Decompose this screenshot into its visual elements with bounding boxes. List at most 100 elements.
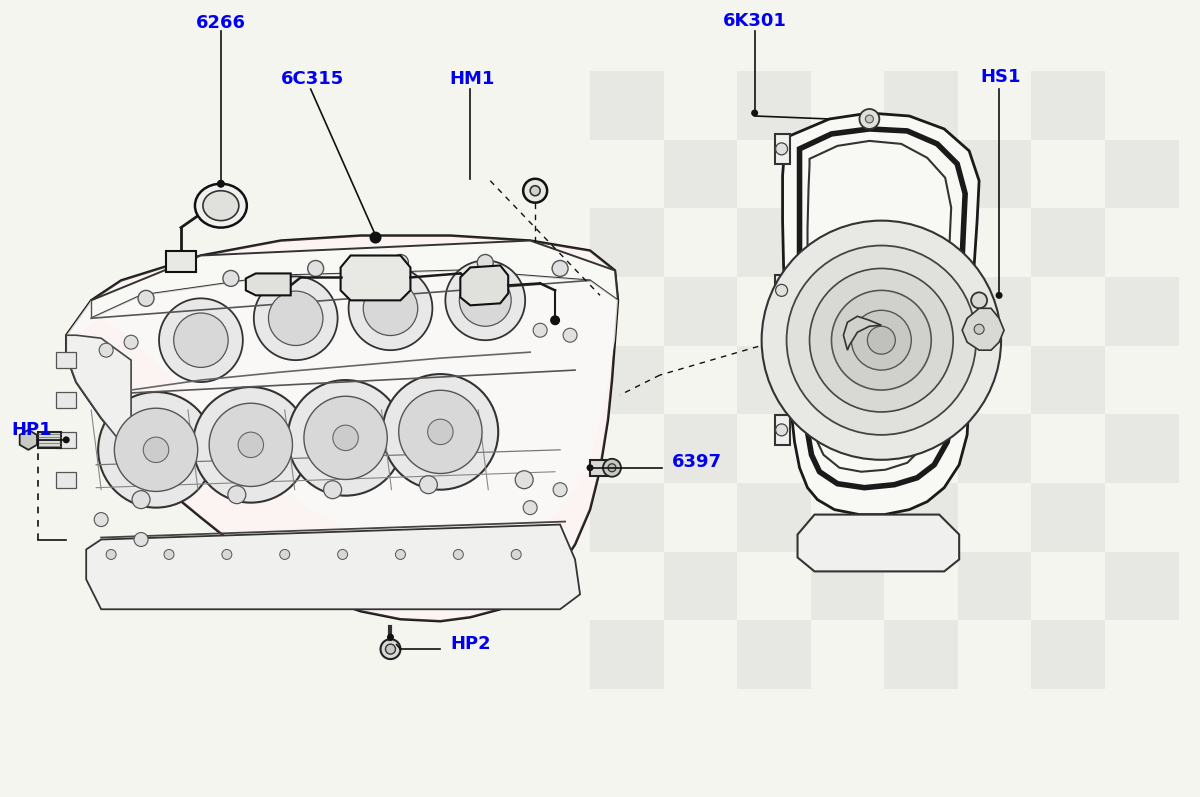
Circle shape xyxy=(238,432,264,457)
Bar xyxy=(884,620,958,689)
Text: HP1: HP1 xyxy=(11,421,52,439)
Bar xyxy=(590,620,664,689)
Polygon shape xyxy=(590,460,612,476)
Polygon shape xyxy=(86,524,580,609)
Circle shape xyxy=(98,392,214,508)
Ellipse shape xyxy=(194,184,247,228)
Bar xyxy=(1032,71,1105,139)
Circle shape xyxy=(280,549,289,559)
Ellipse shape xyxy=(203,190,239,221)
Circle shape xyxy=(511,549,521,559)
Circle shape xyxy=(420,476,437,493)
Bar xyxy=(811,277,884,346)
Circle shape xyxy=(383,374,498,489)
Circle shape xyxy=(288,380,403,496)
Bar xyxy=(664,414,737,483)
Circle shape xyxy=(454,549,463,559)
Circle shape xyxy=(114,408,198,492)
Circle shape xyxy=(164,549,174,559)
Circle shape xyxy=(132,491,150,508)
Circle shape xyxy=(608,464,616,472)
Circle shape xyxy=(445,261,526,340)
Circle shape xyxy=(398,391,482,473)
Circle shape xyxy=(523,179,547,202)
Circle shape xyxy=(460,274,511,326)
Circle shape xyxy=(530,186,540,196)
Circle shape xyxy=(974,324,984,334)
Bar xyxy=(884,209,958,277)
Bar xyxy=(664,139,737,209)
Circle shape xyxy=(217,180,224,188)
Text: 6397: 6397 xyxy=(672,453,722,471)
Circle shape xyxy=(762,221,1001,460)
Circle shape xyxy=(553,483,568,497)
Text: 6K301: 6K301 xyxy=(722,12,786,30)
Circle shape xyxy=(138,290,154,306)
Bar xyxy=(590,483,664,552)
Bar xyxy=(1032,209,1105,277)
Bar xyxy=(1032,346,1105,414)
Bar xyxy=(884,483,958,552)
Circle shape xyxy=(852,310,911,370)
Polygon shape xyxy=(844,316,881,350)
Polygon shape xyxy=(66,270,618,555)
Circle shape xyxy=(396,549,406,559)
Circle shape xyxy=(775,285,787,296)
Circle shape xyxy=(523,501,538,515)
Circle shape xyxy=(134,532,148,547)
Polygon shape xyxy=(19,430,37,450)
Bar xyxy=(884,71,958,139)
Polygon shape xyxy=(91,241,618,318)
Polygon shape xyxy=(38,432,61,448)
Circle shape xyxy=(332,425,359,450)
Circle shape xyxy=(228,485,246,504)
Bar xyxy=(774,134,790,164)
Polygon shape xyxy=(341,256,410,300)
Circle shape xyxy=(775,424,787,436)
Bar xyxy=(56,432,77,448)
Circle shape xyxy=(124,336,138,349)
Circle shape xyxy=(786,245,976,435)
Polygon shape xyxy=(461,265,509,305)
Circle shape xyxy=(62,437,70,443)
Bar xyxy=(1032,483,1105,552)
Circle shape xyxy=(304,396,388,480)
Circle shape xyxy=(775,143,787,155)
Bar xyxy=(811,552,884,620)
Bar xyxy=(774,415,790,445)
Bar xyxy=(958,277,1032,346)
Circle shape xyxy=(533,324,547,337)
Bar xyxy=(590,346,664,414)
Polygon shape xyxy=(66,236,618,621)
Text: 6C315: 6C315 xyxy=(281,70,344,88)
Circle shape xyxy=(810,269,953,412)
Text: HM1: HM1 xyxy=(450,70,494,88)
Circle shape xyxy=(859,109,880,129)
Circle shape xyxy=(269,291,323,345)
Circle shape xyxy=(348,266,432,350)
Circle shape xyxy=(222,549,232,559)
Bar xyxy=(1105,552,1178,620)
Circle shape xyxy=(971,292,988,308)
Circle shape xyxy=(427,419,454,445)
Circle shape xyxy=(94,512,108,527)
Circle shape xyxy=(478,254,493,270)
Bar xyxy=(774,276,790,305)
Circle shape xyxy=(193,387,308,503)
Circle shape xyxy=(602,459,620,477)
Circle shape xyxy=(385,644,396,654)
Bar xyxy=(811,139,884,209)
Bar xyxy=(1032,620,1105,689)
Circle shape xyxy=(832,290,931,390)
Circle shape xyxy=(373,234,380,241)
Circle shape xyxy=(392,254,408,270)
Circle shape xyxy=(380,639,401,659)
Circle shape xyxy=(106,549,116,559)
Circle shape xyxy=(751,109,758,116)
Circle shape xyxy=(324,481,342,499)
Polygon shape xyxy=(782,113,979,515)
Text: HP2: HP2 xyxy=(450,635,491,653)
Circle shape xyxy=(143,437,169,462)
Circle shape xyxy=(160,298,242,382)
Circle shape xyxy=(254,277,337,360)
